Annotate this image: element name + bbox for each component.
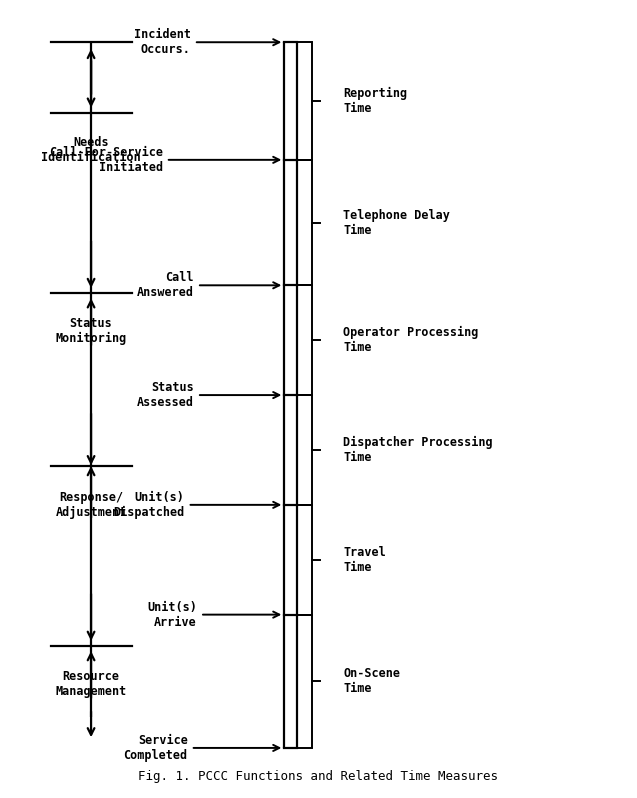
Text: Response/
Adjustment: Response/ Adjustment — [55, 491, 127, 519]
Text: Unit(s)
Arrive: Unit(s) Arrive — [147, 601, 197, 629]
Text: Reporting
Time: Reporting Time — [343, 87, 408, 115]
Text: Dispatcher Processing
Time: Dispatcher Processing Time — [343, 436, 493, 464]
Text: Unit(s)
Dispatched: Unit(s) Dispatched — [113, 491, 185, 519]
Text: Status
Assessed: Status Assessed — [137, 381, 194, 409]
Text: Call-For-Service
Initiated: Call-For-Service Initiated — [48, 146, 162, 174]
Text: Needs
Identification: Needs Identification — [41, 136, 141, 164]
Text: Call
Answered: Call Answered — [137, 271, 194, 299]
Text: Incident
Occurs.: Incident Occurs. — [134, 28, 190, 56]
Text: Operator Processing
Time: Operator Processing Time — [343, 326, 479, 354]
Text: Travel
Time: Travel Time — [343, 546, 386, 574]
Text: Resource
Management: Resource Management — [55, 670, 127, 697]
Text: Status
Monitoring: Status Monitoring — [55, 317, 127, 345]
Text: Telephone Delay
Time: Telephone Delay Time — [343, 208, 450, 236]
Text: Fig. 1. PCCC Functions and Related Time Measures: Fig. 1. PCCC Functions and Related Time … — [138, 770, 499, 783]
Text: Service
Completed: Service Completed — [124, 734, 188, 762]
Text: On-Scene
Time: On-Scene Time — [343, 667, 401, 695]
